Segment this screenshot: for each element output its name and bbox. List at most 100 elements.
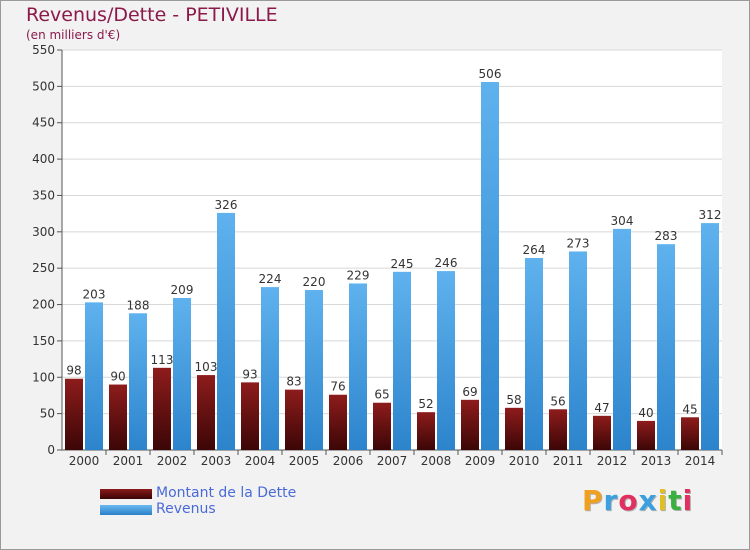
bar-revenus [701, 223, 719, 450]
data-label-revenus: 326 [215, 198, 238, 212]
bar-dette [285, 389, 303, 450]
y-tick-label: 550 [32, 43, 55, 57]
bar-dette [417, 412, 435, 450]
data-label-revenus: 245 [391, 257, 414, 271]
data-label-revenus: 283 [655, 229, 678, 243]
logo-letter: o [618, 484, 639, 517]
data-label-dette: 69 [462, 385, 477, 399]
data-label-dette: 93 [242, 367, 257, 381]
x-tick-label: 2012 [597, 454, 628, 468]
data-label-dette: 52 [418, 397, 433, 411]
data-label-dette: 65 [374, 388, 389, 402]
data-label-revenus: 229 [347, 268, 370, 282]
bar-revenus [393, 271, 411, 450]
x-tick-label: 2007 [377, 454, 408, 468]
bar-revenus [173, 298, 191, 450]
logo-letter: i [682, 484, 694, 517]
x-tick-label: 2006 [333, 454, 364, 468]
data-label-revenus: 304 [611, 214, 634, 228]
x-tick-label: 2013 [641, 454, 672, 468]
chart-title: Revenus/Dette - PETIVILLE [26, 4, 278, 26]
data-label-revenus: 312 [699, 208, 722, 222]
data-label-dette: 58 [506, 393, 521, 407]
data-label-dette: 83 [286, 375, 301, 389]
bar-revenus [129, 313, 147, 450]
data-label-revenus: 224 [259, 272, 282, 286]
x-tick-label: 2005 [289, 454, 320, 468]
data-label-revenus: 203 [83, 287, 106, 301]
bar-dette [241, 382, 259, 450]
y-tick-label: 450 [32, 116, 55, 130]
bar-dette [637, 420, 655, 450]
y-tick-label: 0 [47, 443, 55, 457]
logo-letter: i [657, 484, 669, 517]
bar-revenus [349, 283, 367, 450]
data-label-revenus: 246 [435, 256, 458, 270]
x-tick-label: 2014 [685, 454, 716, 468]
y-tick-label: 200 [32, 298, 55, 312]
y-tick-label: 350 [32, 188, 55, 202]
x-tick-label: 2001 [113, 454, 144, 468]
data-label-dette: 45 [682, 402, 697, 416]
bar-revenus [217, 212, 235, 450]
y-tick-label: 400 [32, 152, 55, 166]
logo-letter: P [582, 484, 604, 517]
bar-dette [461, 399, 479, 450]
bar-dette [593, 415, 611, 450]
bar-dette [197, 375, 215, 450]
x-tick-label: 2003 [201, 454, 232, 468]
y-tick-label: 500 [32, 79, 55, 93]
x-tick-label: 2002 [157, 454, 188, 468]
data-label-dette: 40 [638, 406, 653, 420]
bar-dette [109, 384, 127, 450]
bar-dette [505, 407, 523, 450]
x-tick-label: 2009 [465, 454, 496, 468]
bar-dette [373, 402, 391, 450]
y-tick-label: 100 [32, 370, 55, 384]
bar-dette [65, 378, 83, 450]
y-tick-label: 300 [32, 225, 55, 239]
data-label-revenus: 220 [303, 275, 326, 289]
bar-revenus [657, 244, 675, 450]
logo-letter: t [668, 484, 683, 517]
bar-revenus [569, 251, 587, 450]
x-tick-label: 2010 [509, 454, 540, 468]
bar-revenus [305, 290, 323, 450]
bar-revenus [613, 228, 631, 450]
data-label-dette: 103 [195, 360, 218, 374]
chart-subtitle: (en milliers d'€) [26, 28, 121, 42]
data-label-revenus: 188 [127, 298, 150, 312]
data-label-dette: 98 [66, 364, 81, 378]
data-label-dette: 56 [550, 394, 565, 408]
bar-revenus [481, 82, 499, 450]
data-label-revenus: 506 [479, 67, 502, 81]
y-tick-label: 150 [32, 334, 55, 348]
x-tick-label: 2011 [553, 454, 584, 468]
legend-label-revenus: Revenus [156, 501, 216, 517]
bar-dette [681, 417, 699, 450]
bar-revenus [85, 302, 103, 450]
data-label-revenus: 273 [567, 236, 590, 250]
bar-dette [153, 367, 171, 450]
bar-dette [329, 394, 347, 450]
plot-area [62, 50, 722, 450]
y-tick-label: 250 [32, 261, 55, 275]
bar-dette [549, 409, 567, 450]
x-tick-label: 2008 [421, 454, 452, 468]
x-tick-label: 2000 [69, 454, 100, 468]
proxiti-logo: Proxiti [582, 484, 693, 517]
data-label-revenus: 209 [171, 283, 194, 297]
x-tick-label: 2004 [245, 454, 276, 468]
data-label-dette: 113 [151, 353, 174, 367]
y-tick-label: 50 [40, 407, 55, 421]
data-label-revenus: 264 [523, 243, 546, 257]
logo-letter: r [603, 484, 619, 517]
bar-revenus [261, 287, 279, 450]
data-label-dette: 90 [110, 370, 125, 384]
legend-label-dette: Montant de la Dette [156, 485, 297, 501]
bar-revenus [437, 271, 455, 450]
legend-swatch-revenus [100, 505, 152, 515]
legend-swatch-dette [100, 489, 152, 499]
data-label-dette: 76 [330, 380, 345, 394]
